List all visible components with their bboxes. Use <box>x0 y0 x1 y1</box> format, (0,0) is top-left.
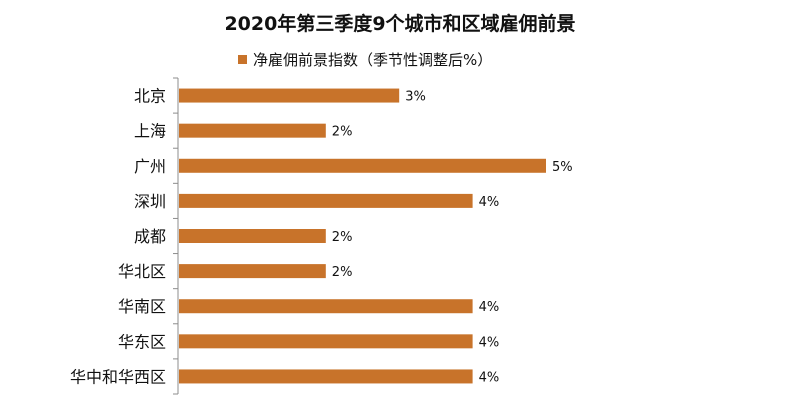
bar <box>179 158 546 173</box>
data-label: 4% <box>479 370 500 385</box>
category-label: 华东区 <box>118 332 166 351</box>
bar <box>179 88 400 103</box>
bar <box>179 193 473 208</box>
category-label: 华北区 <box>118 262 166 281</box>
plot-area: 北京 3% 上海 2% 广州 5% 深圳 4% 成都 2% 华北区 2% 华南区 4% 华东区 4% 华中和华西… <box>70 77 573 395</box>
data-label: 4% <box>479 300 500 315</box>
bar <box>179 334 473 349</box>
category-label: 上海 <box>134 122 166 141</box>
data-label: 4% <box>479 335 500 350</box>
chart-title: 2020年第三季度9个城市和区域雇佣前景 <box>224 12 575 35</box>
category-label: 深圳 <box>134 192 166 211</box>
legend-swatch <box>238 55 247 64</box>
bar <box>179 299 473 314</box>
category-label: 华中和华西区 <box>70 367 166 386</box>
data-label: 2% <box>332 265 353 280</box>
category-label: 北京 <box>134 87 166 106</box>
legend: 净雇佣前景指数（季节性调整后%） <box>238 51 492 69</box>
category-label: 华南区 <box>118 297 166 316</box>
data-label: 2% <box>332 125 353 140</box>
category-label: 广州 <box>134 157 166 176</box>
bar <box>179 123 326 138</box>
bar <box>179 229 326 243</box>
bar <box>179 264 326 279</box>
data-label: 3% <box>405 90 426 105</box>
legend-label: 净雇佣前景指数（季节性调整后%） <box>253 51 492 69</box>
data-label: 5% <box>552 160 573 175</box>
data-label: 4% <box>479 195 500 210</box>
category-label: 成都 <box>134 227 166 246</box>
bar <box>179 369 473 384</box>
data-label: 2% <box>332 230 353 245</box>
